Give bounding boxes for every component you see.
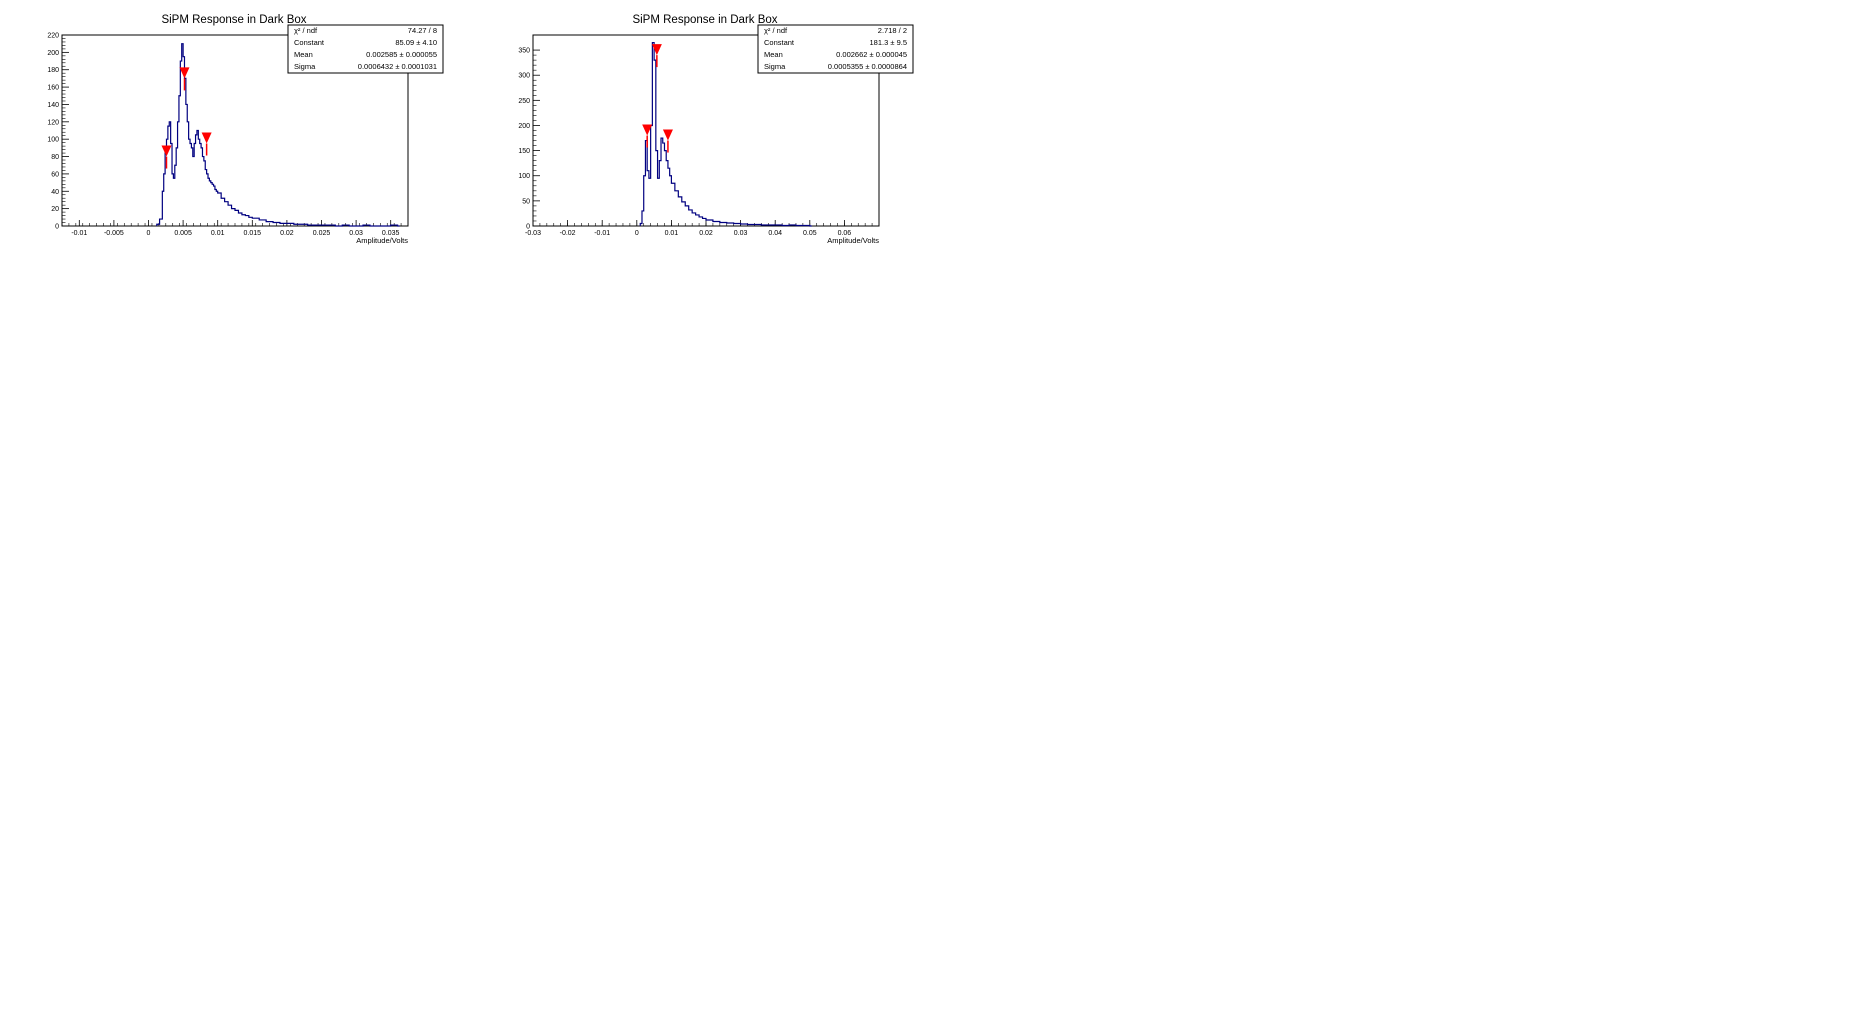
y-tick-label: 220 — [47, 33, 59, 40]
peak-marker — [651, 44, 662, 56]
stats-value: 0.0005355 ± 0.0000864 — [828, 62, 907, 71]
y-tick-label: 40 — [51, 189, 59, 196]
x-tick-label: 0 — [635, 230, 639, 237]
stats-label: Mean — [764, 50, 783, 59]
histogram-series — [639, 41, 812, 227]
stats-label: Mean — [294, 50, 313, 59]
x-tick-label: -0.01 — [71, 230, 87, 237]
y-tick-label: 0 — [526, 224, 530, 231]
histogram-panel-right: SiPM Response in Dark Box 0 50 100 150 200 250… — [518, 14, 914, 245]
x-axis-label: Amplitude/Volts — [827, 236, 879, 245]
x-tick-label: 0.04 — [768, 230, 782, 237]
histogram-series — [156, 43, 400, 227]
y-tick-label: 300 — [518, 73, 530, 80]
y-tick-label: 60 — [51, 171, 59, 178]
stats-value: 0.0006432 ± 0.0001031 — [358, 62, 437, 71]
x-tick-label: 0.03 — [734, 230, 748, 237]
y-tick-label: 180 — [47, 67, 59, 74]
y-tick-label: 200 — [47, 50, 59, 57]
peak-marker — [201, 132, 212, 144]
stats-box-frame — [287, 24, 444, 74]
peak-marker — [179, 67, 190, 79]
x-tick-label: 0.03 — [349, 230, 363, 237]
x-tick-label: 0.05 — [803, 230, 817, 237]
stats-label: Constant — [294, 38, 325, 47]
stats-value: 0.002662 ± 0.000045 — [836, 50, 907, 59]
x-axis-label: Amplitude/Volts — [356, 236, 408, 245]
y-tick-label: 0 — [55, 224, 59, 231]
stats-value: 85.09 ± 4.10 — [395, 38, 437, 47]
stats-label: χ² / ndf — [294, 26, 318, 35]
stats-box-frame — [757, 24, 914, 74]
x-tick-label: 0.01 — [665, 230, 679, 237]
x-tick-label: 0.02 — [699, 230, 713, 237]
y-tick-label: 140 — [47, 102, 59, 109]
x-tick-label: -0.03 — [525, 230, 541, 237]
x-tick-label: 0 — [147, 230, 151, 237]
stats-label: Constant — [764, 38, 795, 47]
peak-marker — [642, 124, 653, 136]
x-tick-label: 0.015 — [244, 230, 262, 237]
y-tick-label: 200 — [518, 123, 530, 130]
y-tick-label: 160 — [47, 85, 59, 92]
stats-label: Sigma — [294, 62, 316, 71]
stats-value: 181.3 ± 9.5 — [870, 38, 907, 47]
stats-box: χ² / ndf 2.718 / 2 Constant 181.3 ± 9.5 Mean… — [757, 24, 914, 74]
y-tick-label: 350 — [518, 48, 530, 55]
peak-marker — [662, 129, 673, 141]
y-tick-label: 100 — [47, 137, 59, 144]
x-tick-label: -0.01 — [594, 230, 610, 237]
stats-value: 0.002585 ± 0.000055 — [366, 50, 437, 59]
chart-title: SiPM Response in Dark Box — [161, 14, 306, 26]
y-tick-label: 250 — [518, 98, 530, 105]
histogram-panel-left: SiPM Response in Dark Box 0 20 40 60 80 100 120… — [47, 14, 444, 245]
peak-marker — [161, 145, 172, 157]
x-tick-label: 0.035 — [382, 230, 400, 237]
y-tick-label: 120 — [47, 119, 59, 126]
stats-label: χ² / ndf — [764, 26, 788, 35]
y-tick-label: 80 — [51, 154, 59, 161]
stats-box: χ² / ndf 74.27 / 8 Constant 85.09 ± 4.10 Mea… — [287, 24, 444, 74]
x-tick-label: 0.005 — [174, 230, 192, 237]
y-tick-label: 50 — [522, 198, 530, 205]
x-tick-label: -0.02 — [560, 230, 576, 237]
x-tick-label: -0.005 — [104, 230, 124, 237]
stats-value: 2.718 / 2 — [878, 26, 907, 35]
y-tick-label: 150 — [518, 148, 530, 155]
x-tick-label: 0.02 — [280, 230, 294, 237]
stats-label: Sigma — [764, 62, 786, 71]
stats-value: 74.27 / 8 — [408, 26, 437, 35]
chart-title: SiPM Response in Dark Box — [632, 14, 777, 26]
y-tick-label: 20 — [51, 206, 59, 213]
y-tick-label: 100 — [518, 173, 530, 180]
x-tick-label: 0.01 — [211, 230, 225, 237]
x-tick-label: 0.025 — [313, 230, 331, 237]
x-tick-label: 0.06 — [838, 230, 852, 237]
